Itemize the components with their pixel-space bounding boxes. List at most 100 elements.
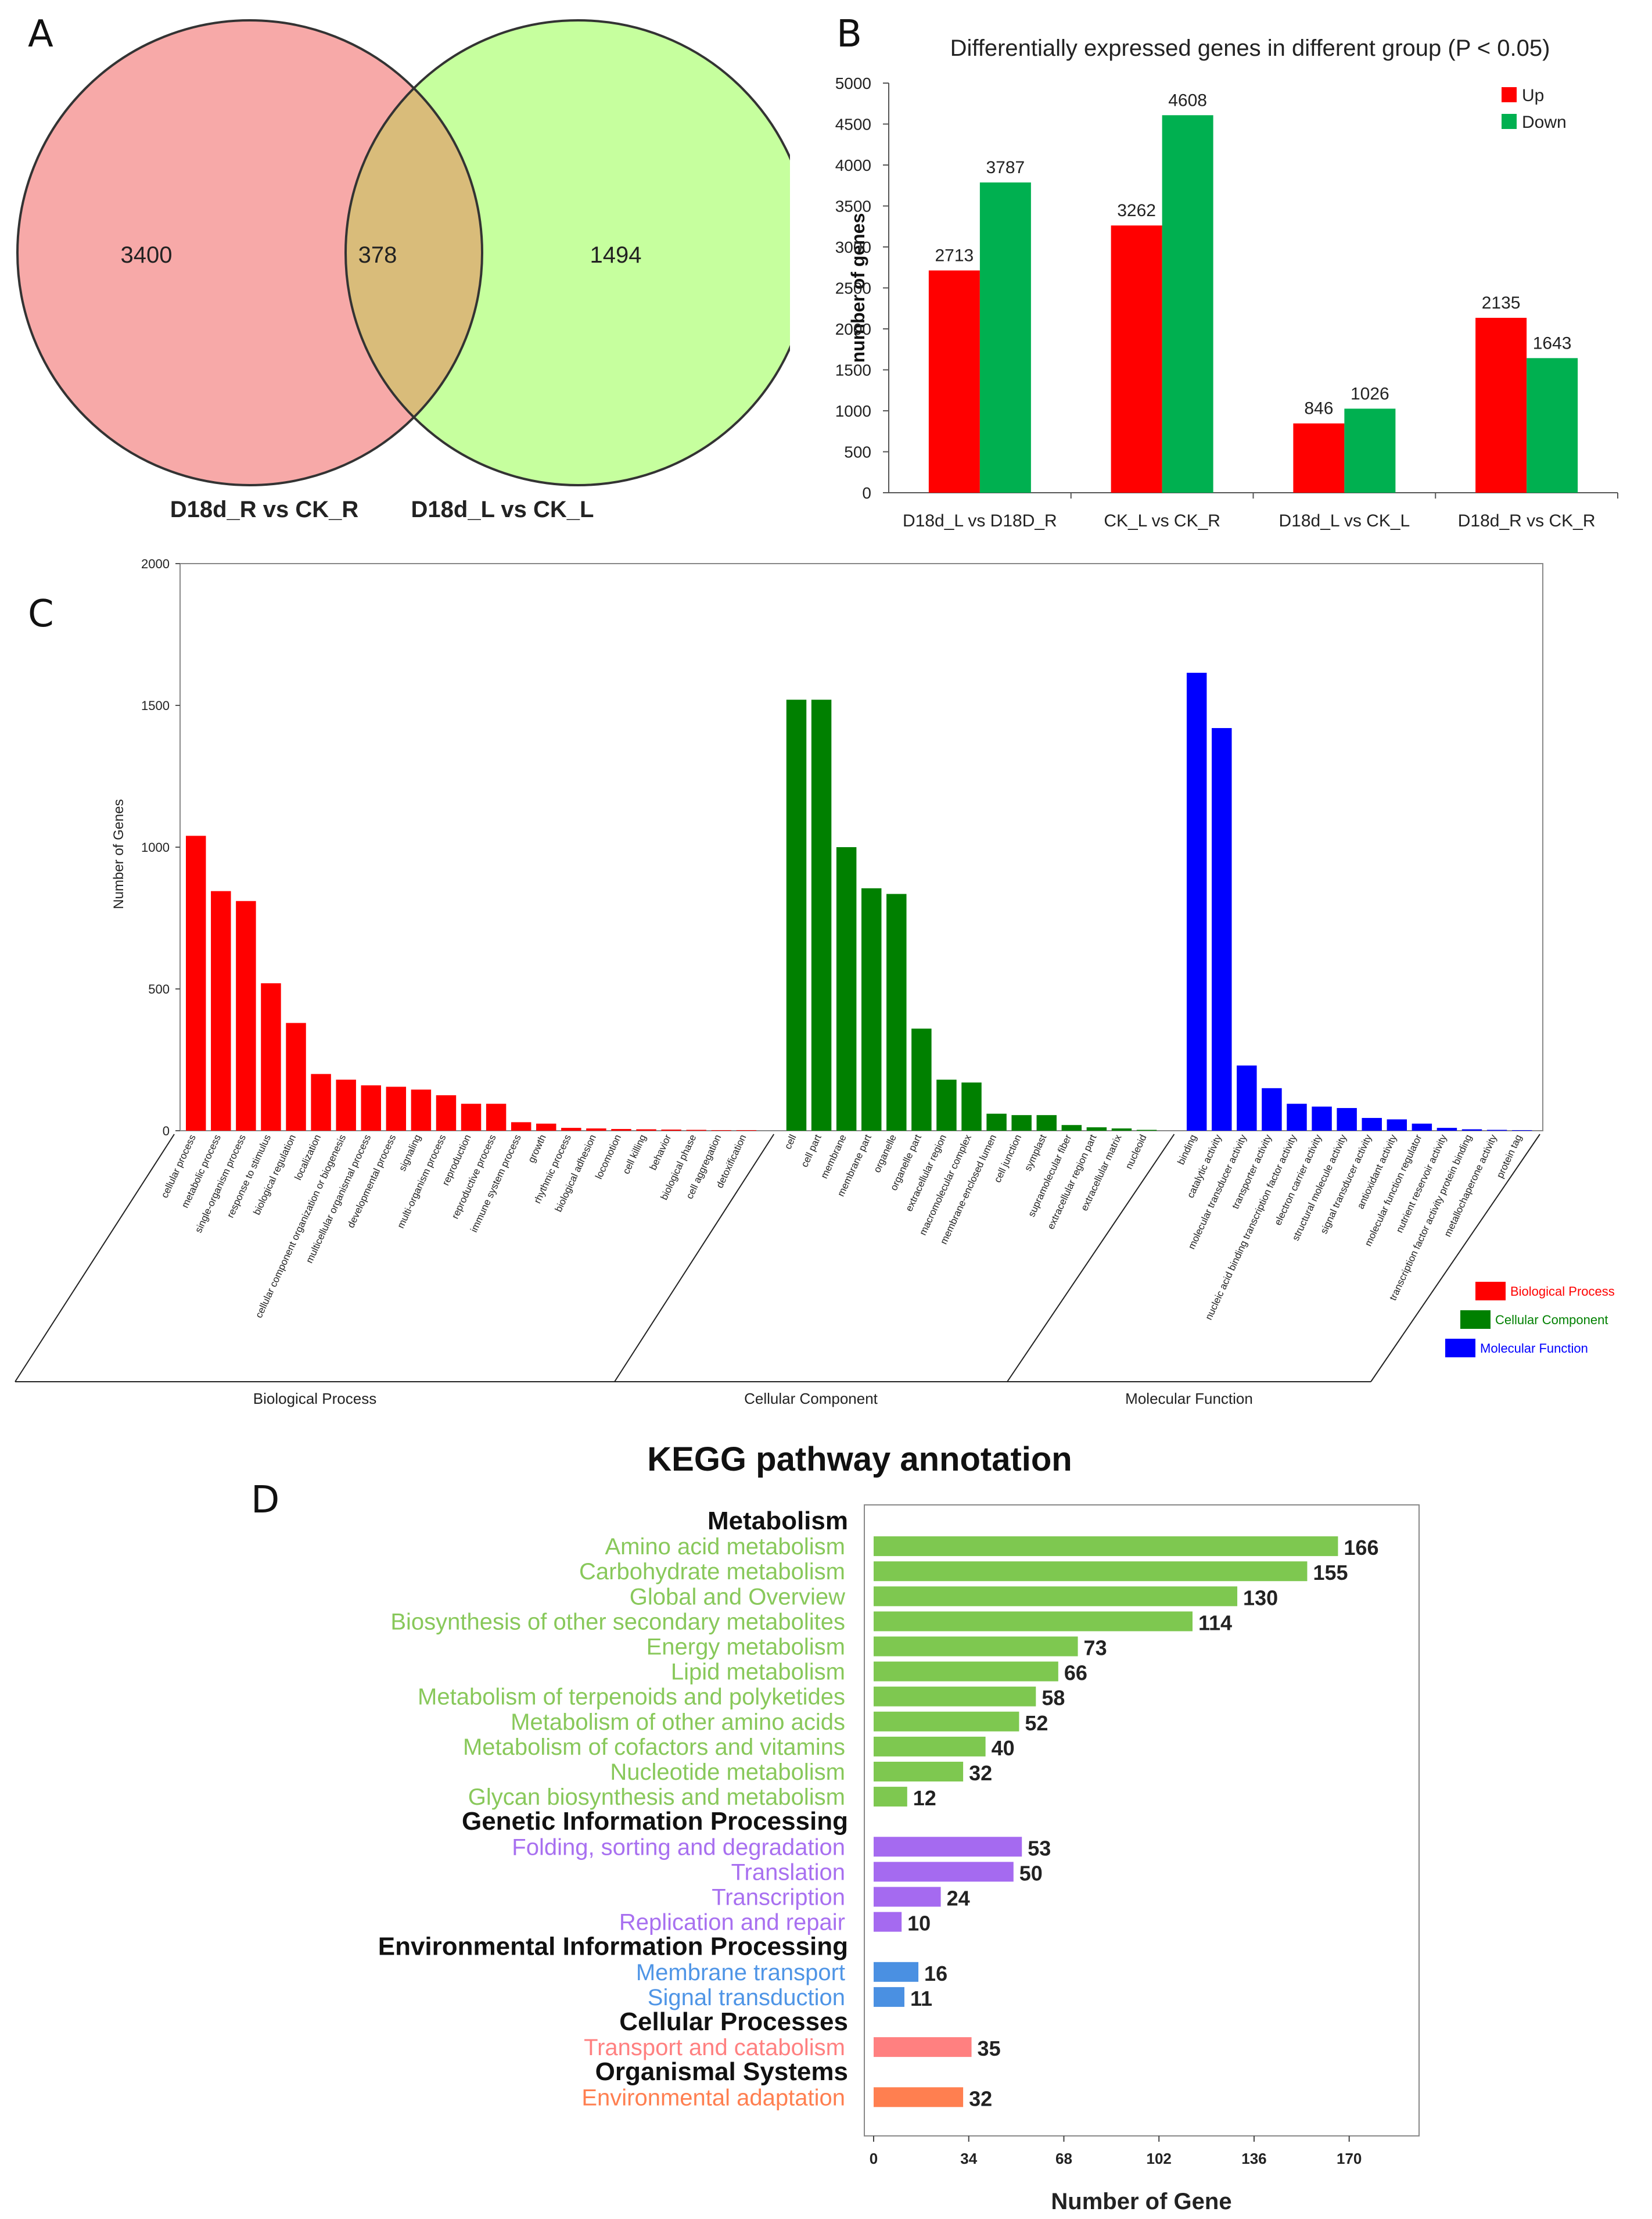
kegg-bar: [874, 1611, 1193, 1632]
bar-down: [1527, 358, 1578, 493]
bar-down: [1344, 408, 1396, 493]
panel-letter-a: A: [28, 13, 53, 56]
go-bar: [1061, 1125, 1082, 1131]
go-bar: [861, 888, 882, 1131]
y-tick-label: 500: [844, 443, 871, 461]
kegg-value-label: 24: [947, 1887, 970, 1910]
kegg-pathway-label: Metabolism of cofactors and vitamins: [463, 1734, 845, 1760]
legend-label: Cellular Component: [1495, 1313, 1608, 1327]
kegg-group-heading: Genetic Information Processing: [462, 1807, 848, 1836]
kegg-group-heading: Cellular Processes: [619, 2008, 848, 2036]
y-tick-label: 4000: [835, 156, 871, 174]
go-bar: [1011, 1115, 1032, 1131]
go-category-label: growth: [526, 1133, 548, 1164]
go-bar: [1362, 1118, 1382, 1131]
kegg-value-label: 10: [907, 1912, 931, 1935]
kegg-pathway-label: Amino acid metabolism: [605, 1534, 846, 1560]
bar-value-label: 3262: [1117, 201, 1156, 220]
x-tick-label: 34: [960, 2150, 977, 2167]
go-bar: [486, 1103, 507, 1131]
kegg-bar: [874, 1636, 1078, 1657]
kegg-bar: [874, 1987, 904, 2007]
deg-bar-chart: Differentially expressed genes in differ…: [835, 35, 1618, 530]
kegg-value-label: 11: [910, 1987, 932, 2010]
legend-label: Biological Process: [1510, 1284, 1615, 1299]
kegg-pathway-label: Biosynthesis of other secondary metaboli…: [390, 1609, 845, 1634]
kegg-value-label: 40: [992, 1736, 1015, 1760]
go-bar: [1287, 1103, 1307, 1131]
go-bar: [1212, 728, 1232, 1131]
x-tick-label: 0: [870, 2150, 878, 2167]
go-bar: [686, 1130, 706, 1131]
go-bar: [1036, 1115, 1057, 1131]
go-group-label: Molecular Function: [1125, 1390, 1253, 1407]
go-category-label: cell part: [799, 1132, 823, 1168]
x-tick-label: D18d_R vs CK_R: [1458, 511, 1596, 530]
go-bar: [186, 836, 206, 1131]
kegg-pathway-label: Metabolism of terpenoids and polyketides: [418, 1684, 845, 1710]
kegg-pathway-label: Global and Overview: [630, 1584, 845, 1609]
y-tick-label: 2000: [835, 320, 871, 338]
kegg-pathway-label: Transport and catabolism: [584, 2035, 845, 2060]
go-bar: [336, 1080, 356, 1131]
kegg-value-label: 52: [1025, 1711, 1048, 1735]
go-bar: [636, 1129, 656, 1131]
go-group-label: Biological Process: [253, 1390, 376, 1407]
venn-label-right: D18d_L vs CK_L: [411, 497, 594, 522]
venn-outline-left: [16, 19, 483, 486]
y-tick-label: 500: [148, 982, 170, 996]
kegg-value-label: 12: [913, 1786, 936, 1810]
go-category-label: protein tag: [1495, 1133, 1524, 1180]
kegg-pathway-label: Translation: [731, 1859, 845, 1885]
go-bar: [1237, 1065, 1257, 1131]
legend-swatch: [1502, 114, 1517, 129]
kegg-pathway-label: Carbohydrate metabolism: [579, 1559, 845, 1585]
kegg-pathway-label: Membrane transport: [636, 1960, 845, 1985]
go-category-label: organelle: [871, 1133, 899, 1174]
go-category-label: membrane: [818, 1133, 849, 1181]
kegg-pathway-label: Environmental adaptation: [581, 2085, 845, 2110]
kegg-value-label: 53: [1028, 1836, 1051, 1860]
bar-up: [1293, 423, 1345, 493]
panel-letter-b: B: [836, 13, 862, 56]
go-bar: [1337, 1107, 1357, 1131]
go-bar: [236, 901, 256, 1131]
kegg-value-label: 166: [1344, 1536, 1378, 1560]
go-bar: [1461, 1129, 1482, 1131]
legend-label: Down: [1522, 113, 1567, 132]
bar-value-label: 3787: [986, 158, 1025, 177]
x-axis-label: Number of Gene: [1051, 2189, 1231, 2214]
venn-count-left: 3400: [121, 242, 173, 268]
bar-up: [1475, 317, 1527, 493]
go-category-label: cell killing: [620, 1133, 648, 1176]
kegg-value-label: 50: [1019, 1861, 1043, 1885]
bracket-diagonal: [1370, 1134, 1540, 1382]
kegg-value-label: 130: [1243, 1586, 1278, 1609]
kegg-pathway-label: Nucleotide metabolism: [610, 1759, 845, 1785]
go-bar: [836, 847, 857, 1131]
kegg-bar: [874, 1887, 941, 1907]
bar-down: [979, 182, 1031, 493]
go-bar: [1387, 1119, 1407, 1131]
venn-outline-right: [344, 19, 790, 486]
bar-down: [1162, 115, 1213, 493]
go-category-label: locomotion: [593, 1133, 623, 1181]
kegg-bar: [874, 2037, 972, 2057]
go-category-label: binding: [1175, 1133, 1198, 1167]
x-tick-label: 102: [1147, 2150, 1172, 2167]
go-bar: [361, 1085, 381, 1131]
plot-frame: [864, 1504, 1420, 2136]
kegg-bar: [874, 1536, 1338, 1557]
bar-value-label: 1643: [1533, 334, 1572, 353]
go-bar: [1086, 1127, 1107, 1131]
go-bar: [911, 1028, 932, 1131]
kegg-pathway-label: Folding, sorting and degradation: [512, 1834, 845, 1860]
go-bar: [261, 983, 281, 1131]
go-bar: [211, 891, 231, 1131]
go-bar: [1312, 1106, 1332, 1131]
go-bar: [811, 700, 832, 1131]
go-bar: [1436, 1128, 1457, 1131]
bracket-diagonal: [15, 1134, 175, 1382]
kegg-bar: [874, 1762, 964, 1781]
y-tick-label: 3000: [835, 238, 871, 256]
